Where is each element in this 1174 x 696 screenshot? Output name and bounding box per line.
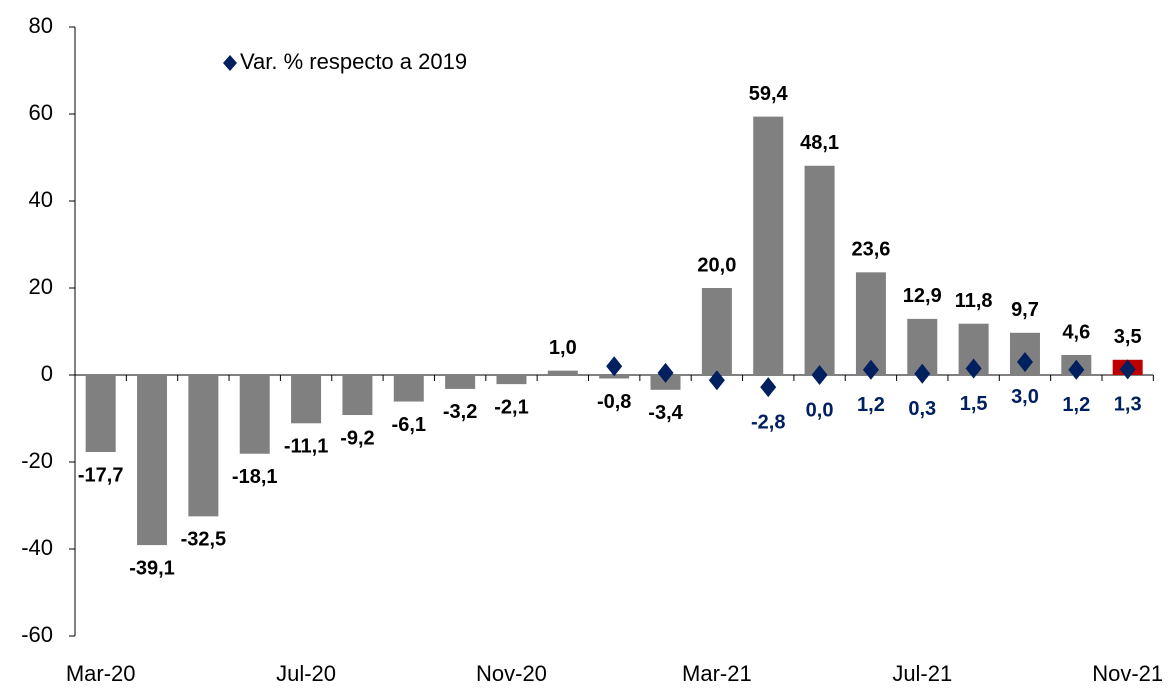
marker-value-label: 3,0	[1011, 386, 1039, 408]
bar-value-label: -18,1	[232, 466, 278, 488]
marker-value-label: 1,5	[960, 393, 988, 415]
diamond-marker	[708, 370, 725, 391]
bar-value-label: -3,4	[648, 402, 683, 424]
y-tick-label: -20	[21, 448, 53, 473]
bar-value-label: -9,2	[340, 427, 374, 449]
diamond-marker	[1016, 351, 1033, 372]
bar-value-label: 4,6	[1062, 321, 1090, 343]
bar-value-label: 9,7	[1011, 299, 1039, 321]
bar	[445, 375, 476, 389]
diamond-marker	[1119, 359, 1136, 380]
bar	[599, 375, 630, 379]
diamond-marker	[760, 377, 777, 398]
bar	[85, 375, 116, 452]
marker-value-label: 1,2	[1062, 394, 1090, 416]
bar-value-label: 59,4	[749, 83, 789, 105]
marker-value-label: 1,3	[1114, 394, 1142, 416]
marker-value-label: -2,8	[751, 411, 785, 433]
bar-value-label: -39,1	[129, 557, 175, 579]
x-tick-label: Mar-20	[66, 661, 136, 686]
bar-value-label: -32,5	[181, 529, 227, 551]
bar	[137, 375, 168, 546]
bar	[547, 370, 578, 375]
bar-value-label: -11,1	[284, 436, 328, 458]
y-tick-label: 80	[29, 13, 53, 38]
x-tick-label: Jul-20	[276, 661, 336, 686]
marker-value-label: 1,2	[857, 394, 885, 416]
y-tick-label: 60	[29, 100, 53, 125]
marker-value-label: 0,0	[806, 399, 834, 421]
bar	[239, 375, 270, 454]
legend-label: Var. % respecto a 2019	[240, 49, 467, 74]
bar-value-label: 1,0	[549, 337, 577, 359]
marker-value-label: 0,3	[908, 398, 936, 420]
x-tick-label: Mar-21	[682, 661, 752, 686]
bar	[855, 272, 886, 375]
bar-value-label: 12,9	[903, 285, 942, 307]
y-tick-label: -40	[21, 535, 53, 560]
bar	[701, 288, 732, 375]
y-tick-label: 0	[41, 361, 53, 386]
diamond-marker	[965, 358, 982, 379]
diamond-marker	[862, 359, 879, 380]
bar	[393, 375, 424, 402]
bar-value-label: 48,1	[800, 132, 839, 154]
bar-value-label: -6,1	[392, 414, 426, 436]
bar-value-label: -0,8	[597, 391, 631, 413]
bar	[753, 116, 784, 376]
bar	[496, 375, 527, 385]
bar	[804, 165, 835, 375]
bar	[188, 375, 219, 517]
y-tick-label: 40	[29, 187, 53, 212]
bar-value-label: -2,1	[494, 396, 528, 418]
bar	[291, 375, 322, 424]
y-tick-label: -60	[21, 622, 53, 647]
bar-value-label: 3,5	[1114, 326, 1142, 348]
diamond-marker	[811, 365, 828, 385]
diamond-marker	[606, 356, 623, 377]
bar-value-label: 11,8	[955, 290, 993, 312]
legend-marker	[223, 55, 237, 71]
x-tick-label: Nov-21	[1092, 661, 1163, 686]
bar-value-label: -17,7	[78, 464, 124, 486]
diamond-marker	[914, 363, 931, 384]
y-tick-label: 20	[29, 274, 53, 299]
bar-value-label: -3,2	[443, 401, 477, 423]
bar	[342, 375, 373, 416]
diamond-marker	[1068, 359, 1085, 380]
bar-value-label: 20,0	[697, 254, 736, 276]
x-tick-label: Nov-20	[476, 661, 547, 686]
bar-value-label: 23,6	[851, 239, 890, 261]
x-tick-label: Jul-21	[892, 661, 952, 686]
diamond-marker	[657, 362, 674, 383]
